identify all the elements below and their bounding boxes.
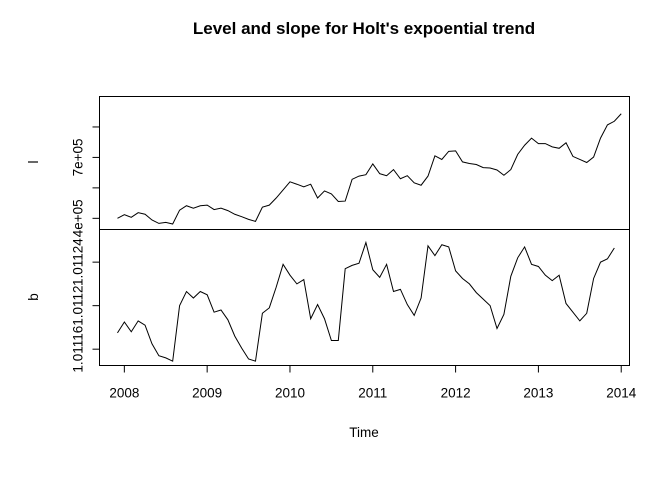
x-tick-label: 2010 [275, 386, 305, 401]
series-layer [117, 113, 622, 362]
y-tick-label: 4e+05 [71, 199, 86, 237]
y-tick-label: 1.0112 [71, 286, 86, 326]
x-tick-label: 2009 [192, 386, 222, 401]
panel-b-ylabel: b [26, 293, 41, 301]
panel-b-frame [99, 229, 630, 366]
series-line-l [117, 113, 622, 225]
axis-layer: 2008 2009 2010 2011 2012 2013 2014 4e+05 7e+05 1.… [71, 126, 637, 401]
series-line-b [117, 240, 615, 362]
chart-title: Level and slope for Holt's expoential tr… [193, 19, 535, 38]
y-tick-label: 1.01116 [71, 326, 86, 373]
panel-l-ylabel: l [26, 161, 41, 164]
panel-l-frame [99, 96, 630, 230]
x-tick-label: 2013 [523, 386, 553, 401]
x-tick-label: 2014 [606, 386, 637, 401]
x-tick-label: 2012 [441, 386, 471, 401]
y-tick-label: 7e+05 [71, 138, 86, 176]
x-tick-label: 2008 [109, 386, 139, 401]
y-tick-label: 1.01124 [71, 238, 86, 286]
x-axis-label: Time [349, 425, 379, 440]
x-tick-label: 2011 [358, 386, 387, 401]
